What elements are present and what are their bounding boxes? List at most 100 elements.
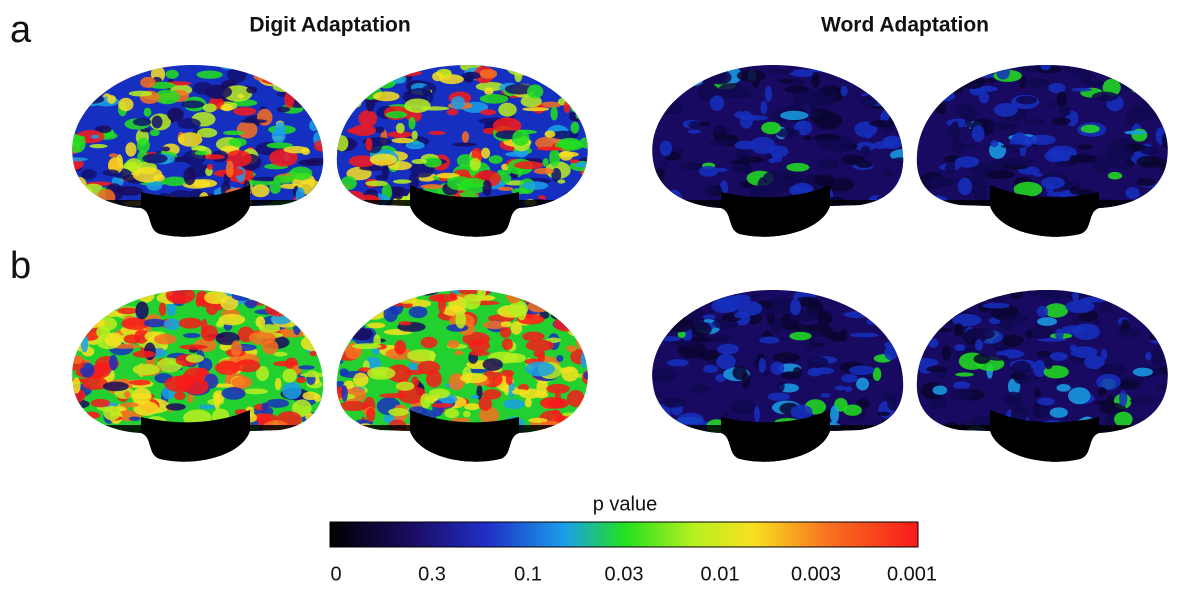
activation-blob: [887, 416, 903, 433]
activation-blob: [577, 91, 588, 98]
activation-blob: [503, 399, 525, 410]
activation-blob: [1032, 360, 1047, 378]
brain-bottom: [72, 200, 324, 237]
activation-blob: [670, 340, 698, 347]
activation-blob: [932, 385, 948, 396]
activation-blob: [1118, 64, 1134, 72]
activation-blob: [218, 313, 246, 326]
activation-blob: [1085, 80, 1104, 87]
activation-blob: [196, 70, 223, 79]
activation-blob: [72, 232, 74, 237]
activation-blob: [132, 166, 163, 183]
activation-blob: [420, 184, 444, 189]
activation-blob: [1136, 155, 1163, 168]
activation-blob: [761, 121, 782, 135]
activation-blob: [432, 71, 444, 82]
activation-blob: [1012, 132, 1027, 144]
activation-blob: [92, 289, 116, 304]
activation-blob: [732, 294, 751, 304]
activation-blob: [1096, 217, 1113, 224]
activation-blob: [272, 82, 303, 93]
activation-blob: [72, 399, 78, 404]
activation-blob: [665, 189, 683, 207]
activation-blob: [547, 444, 577, 457]
activation-blob: [358, 110, 378, 128]
activation-blob: [408, 172, 420, 189]
activation-blob: [288, 437, 299, 455]
activation-blob: [559, 367, 574, 373]
activation-blob: [715, 373, 726, 383]
activation-blob: [1011, 231, 1028, 237]
activation-blob: [1077, 144, 1093, 150]
activation-blob: [288, 79, 307, 84]
activation-blob: [129, 379, 151, 386]
activation-blob: [576, 316, 588, 335]
activation-blob: [345, 314, 373, 320]
activation-blob: [133, 401, 159, 416]
activation-blob: [938, 370, 947, 380]
activation-blob: [357, 427, 369, 443]
activation-blob: [373, 126, 385, 134]
activation-blob: [964, 67, 973, 73]
activation-blob: [336, 344, 348, 350]
activation-blob: [163, 318, 181, 331]
activation-blob: [1099, 402, 1126, 415]
activation-blob: [341, 385, 348, 402]
activation-blob: [246, 86, 258, 94]
activation-blob: [336, 324, 349, 341]
activation-blob: [498, 102, 517, 117]
activation-blob: [215, 321, 225, 328]
activation-blob: [280, 439, 304, 447]
activation-blob: [108, 153, 118, 158]
activation-blob: [717, 343, 739, 355]
activation-blob: [1047, 145, 1077, 161]
activation-blob: [763, 171, 785, 186]
activation-blob: [255, 432, 284, 444]
activation-blob: [516, 303, 527, 321]
activation-blob: [712, 167, 728, 172]
activation-blob: [1131, 128, 1148, 142]
activation-blob: [720, 461, 749, 462]
activation-blob: [336, 340, 341, 345]
activation-blob: [1081, 457, 1089, 462]
activation-blob: [688, 120, 702, 130]
activation-blob: [579, 434, 588, 451]
activation-blob: [309, 325, 321, 331]
activation-blob: [72, 91, 79, 110]
activation-blob: [881, 313, 898, 326]
activation-blob: [261, 289, 290, 296]
activation-blob: [349, 91, 362, 104]
activation-blob: [1169, 308, 1179, 320]
activation-blob: [353, 64, 375, 73]
brain: [652, 284, 904, 462]
activation-blob: [1159, 332, 1168, 348]
colorbar: [329, 521, 919, 548]
activation-blob: [313, 393, 321, 403]
activation-blob: [336, 226, 351, 237]
activation-blob: [1166, 354, 1168, 359]
activation-blob: [952, 313, 982, 327]
activation-blob: [398, 65, 405, 74]
activation-blob: [72, 437, 81, 447]
activation-blob: [883, 136, 899, 146]
activation-blob: [565, 64, 581, 72]
activation-blob: [1044, 303, 1069, 318]
activation-blob: [546, 383, 570, 394]
activation-blob: [678, 212, 695, 224]
activation-blob: [576, 82, 588, 90]
activation-blob: [511, 389, 530, 395]
activation-blob: [963, 64, 979, 68]
activation-blob: [813, 133, 841, 141]
activation-blob: [408, 306, 428, 319]
activation-blob: [336, 222, 355, 234]
activation-blob: [1068, 387, 1091, 405]
activation-blob: [709, 284, 719, 289]
activation-blob: [1072, 291, 1080, 302]
activation-blob: [72, 135, 86, 153]
activation-blob: [388, 407, 409, 417]
activation-blob: [407, 349, 437, 362]
activation-blob: [200, 284, 212, 288]
activation-blob: [1140, 446, 1148, 460]
activation-blob: [1037, 397, 1055, 406]
brain: [336, 64, 588, 237]
